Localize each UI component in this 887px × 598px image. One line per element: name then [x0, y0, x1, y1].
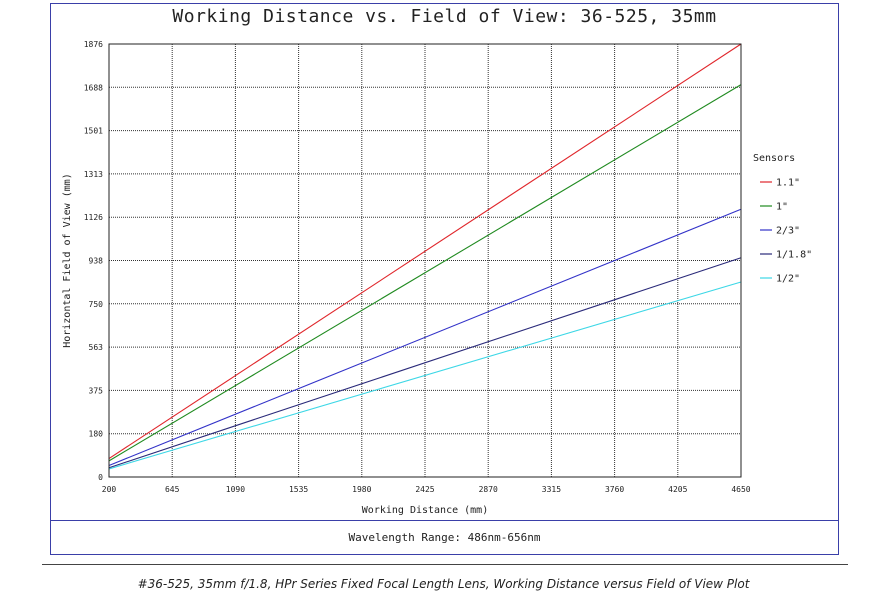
series-line — [108, 84, 742, 462]
grid — [109, 44, 741, 477]
legend: Sensors 1.1" 1" 2/3" 1/1.8" 1/2" — [753, 153, 812, 285]
figure-caption: #36-525, 35mm f/1.8, HPr Series Fixed Fo… — [137, 577, 750, 591]
y-axis-label: Horizontal Field of View (mm) — [62, 173, 73, 348]
y-tick-label: 563 — [89, 343, 104, 352]
y-tick-label: 0 — [98, 473, 103, 482]
frame-divider — [50, 520, 839, 521]
y-tick-label: 750 — [89, 300, 104, 309]
x-tick-label: 1980 — [352, 485, 371, 494]
series-lines — [108, 43, 742, 470]
series-line — [108, 43, 742, 459]
chart-title: Working Distance vs. Field of View: 36-5… — [172, 6, 717, 27]
legend-label: 1/2" — [776, 274, 800, 285]
x-tick-label: 1535 — [289, 485, 308, 494]
series-line — [108, 208, 742, 466]
x-tick-label: 1090 — [226, 485, 245, 494]
y-tick-label: 1126 — [84, 213, 103, 222]
x-tick-label: 2870 — [479, 485, 498, 494]
chart-frame — [50, 3, 839, 555]
legend-label: 1.1" — [776, 178, 800, 189]
series-line — [108, 257, 742, 469]
x-tick-label: 3315 — [542, 485, 561, 494]
legend-label: 2/3" — [776, 226, 800, 237]
caption-divider — [42, 564, 848, 565]
y-tick-label: 180 — [89, 430, 104, 439]
y-tick-label: 1501 — [84, 127, 103, 136]
series-line — [108, 281, 742, 470]
y-tick-label: 1688 — [84, 83, 103, 92]
x-tick-label: 200 — [102, 485, 117, 494]
x-axis-label: Working Distance (mm) — [362, 505, 488, 516]
x-tick-label: 4205 — [668, 485, 687, 494]
y-tick-label: 1313 — [84, 170, 103, 179]
y-tick-label: 938 — [89, 257, 104, 266]
x-tick-label: 4650 — [731, 485, 750, 494]
legend-label: 1/1.8" — [776, 250, 812, 261]
legend-label: 1" — [776, 202, 788, 213]
tick-labels: 200 645 1090 1535 1980 2425 2870 3315 3760 4205 46… — [84, 40, 751, 494]
x-tick-label: 3760 — [605, 485, 624, 494]
plot-border — [108, 43, 742, 478]
x-tick-label: 645 — [165, 485, 180, 494]
wavelength-range: Wavelength Range: 486nm-656nm — [348, 531, 541, 544]
legend-title: Sensors — [753, 153, 795, 164]
y-tick-label: 375 — [89, 386, 104, 395]
x-tick-label: 2425 — [415, 485, 434, 494]
y-tick-label: 1876 — [84, 40, 103, 49]
